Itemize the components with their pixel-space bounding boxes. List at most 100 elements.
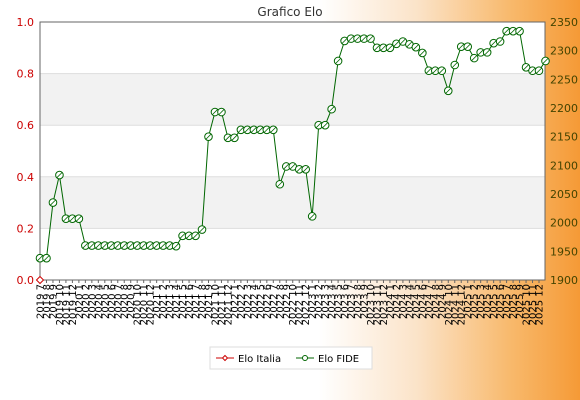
elo-fide-point-mark	[393, 40, 400, 47]
x-tick-label: 2025 11	[528, 284, 539, 325]
x-tick-label: 2025 5	[489, 284, 500, 319]
x-tick-label: 2020 9	[126, 284, 137, 319]
x-tick-label: 2022 9	[282, 284, 293, 319]
elo-fide-point-mark	[101, 242, 108, 249]
elo-fide-point-mark	[510, 28, 516, 35]
x-tick-label: 2022 11	[295, 284, 306, 325]
elo-fide-point-mark	[263, 126, 270, 133]
x-tick-label: 2023 4	[327, 284, 338, 319]
elo-fide-point-mark	[438, 67, 445, 74]
elo-fide-point-mark	[354, 35, 361, 42]
plot-band	[40, 176, 545, 229]
elo-fide-point-mark	[231, 134, 238, 141]
elo-fide-point-mark	[380, 44, 387, 51]
x-tick-label: 2023 8	[353, 284, 364, 319]
elo-fide-point-mark	[458, 43, 465, 50]
elo-fide-point-mark	[400, 38, 406, 45]
x-tick-label: 2021 12	[223, 284, 234, 325]
elo-fide-point-mark	[114, 242, 121, 249]
legend-swatch-fide	[302, 355, 308, 361]
elo-fide-point-mark	[471, 55, 478, 62]
x-tick-label: 2022 12	[301, 284, 312, 325]
x-tick-label: 2019 7	[36, 284, 47, 319]
elo-fide-point-mark	[341, 38, 348, 44]
elo-fide-point-mark	[367, 35, 374, 42]
x-tick-label: 2024 1	[385, 284, 396, 319]
x-tick-label: 2022 1	[230, 284, 241, 319]
x-tick-label: 2025 2	[470, 284, 481, 319]
x-tick-label: 2023 6	[340, 284, 351, 319]
elo-fide-point-mark	[276, 181, 283, 188]
x-tick-label: 2023 3	[321, 284, 332, 319]
legend-box	[209, 346, 373, 370]
elo-fide-point-mark	[199, 226, 205, 233]
elo-fide-point-mark	[406, 41, 413, 48]
elo-fide-point-mark	[425, 67, 432, 74]
x-tick-label: 2022 6	[262, 284, 273, 319]
x-tick-label: 2022 3	[243, 284, 254, 319]
right-tick-label: 2200	[550, 102, 578, 115]
x-tick-label: 2025 6	[496, 284, 507, 319]
x-tick-label: 2021 7	[191, 284, 202, 319]
elo-fide-point-mark	[160, 242, 167, 249]
elo-fide-point-mark	[523, 64, 529, 71]
elo-fide-point-mark	[95, 242, 102, 249]
x-tick-label: 2023 1	[308, 284, 319, 319]
chart-title: Grafico Elo	[257, 5, 322, 19]
elo-fide-point-mark	[82, 242, 89, 249]
left-tick-label: 0.2	[17, 222, 35, 235]
right-tick-label: 2300	[550, 45, 578, 58]
legend-label-fide: Elo FIDE	[318, 354, 359, 365]
elo-fide-point-mark	[536, 67, 542, 74]
elo-fide-point-mark	[69, 215, 76, 222]
elo-fide-point-mark	[179, 232, 186, 239]
elo-fide-point-mark	[186, 232, 192, 239]
right-tick-label: 1900	[550, 274, 578, 287]
x-tick-label: 2021 11	[217, 284, 228, 325]
elo-fide-point-mark	[348, 35, 354, 42]
legend-label-italia: Elo Italia	[238, 354, 281, 365]
plot-band	[40, 228, 545, 280]
x-tick-label: 2024 2	[392, 284, 403, 319]
elo-fide-point-mark	[335, 58, 341, 64]
elo-fide-point-mark	[451, 62, 458, 68]
left-tick-label: 0.0	[17, 274, 35, 287]
x-tick-label: 2020 1	[74, 284, 85, 319]
right-tick-label: 2150	[550, 131, 578, 144]
elo-fide-point-mark	[484, 49, 491, 56]
x-tick-label: 2021 3	[165, 284, 176, 319]
x-tick-label: 2025 4	[483, 284, 494, 319]
plot-band	[40, 73, 545, 126]
x-tick-label: 2022 8	[275, 284, 286, 319]
elo-fide-point-mark	[127, 242, 134, 249]
elo-fide-point-mark	[238, 126, 244, 133]
elo-fide-point-mark	[63, 215, 69, 222]
elo-fide-point-mark	[374, 44, 380, 51]
elo-fide-point-mark	[270, 126, 277, 133]
elo-fide-point-mark	[153, 242, 160, 249]
elo-fide-point-mark	[134, 242, 141, 249]
elo-fide-point-mark	[503, 28, 510, 35]
x-tick-label: 2021 5	[178, 284, 189, 319]
x-tick-label: 2021 10	[210, 284, 221, 325]
elo-italia-point	[35, 275, 45, 285]
x-tick-label: 2019 11	[61, 284, 72, 325]
elo-fide-point-mark	[37, 255, 43, 262]
elo-fide-point-mark	[419, 50, 426, 56]
x-tick-label: 2025 1	[463, 284, 474, 319]
x-tick-label: 2021 8	[198, 284, 209, 319]
right-tick-label: 2250	[550, 73, 578, 86]
x-tick-label: 2022 4	[249, 284, 260, 319]
x-tick-label: 2022 10	[288, 284, 299, 325]
elo-fide-point-mark	[283, 163, 290, 170]
elo-fide-point-mark	[121, 242, 128, 249]
x-tick-label: 2019 12	[68, 284, 79, 325]
x-tick-label: 2023 11	[372, 284, 383, 325]
left-tick-label: 0.4	[17, 171, 35, 184]
x-tick-label: 2020 7	[113, 284, 124, 319]
x-tick-label: 2023 5	[334, 284, 345, 319]
x-tick-label: 2020 10	[133, 284, 144, 325]
elo-fide-point-mark	[250, 126, 257, 133]
x-tick-label: 2020 8	[120, 284, 131, 319]
